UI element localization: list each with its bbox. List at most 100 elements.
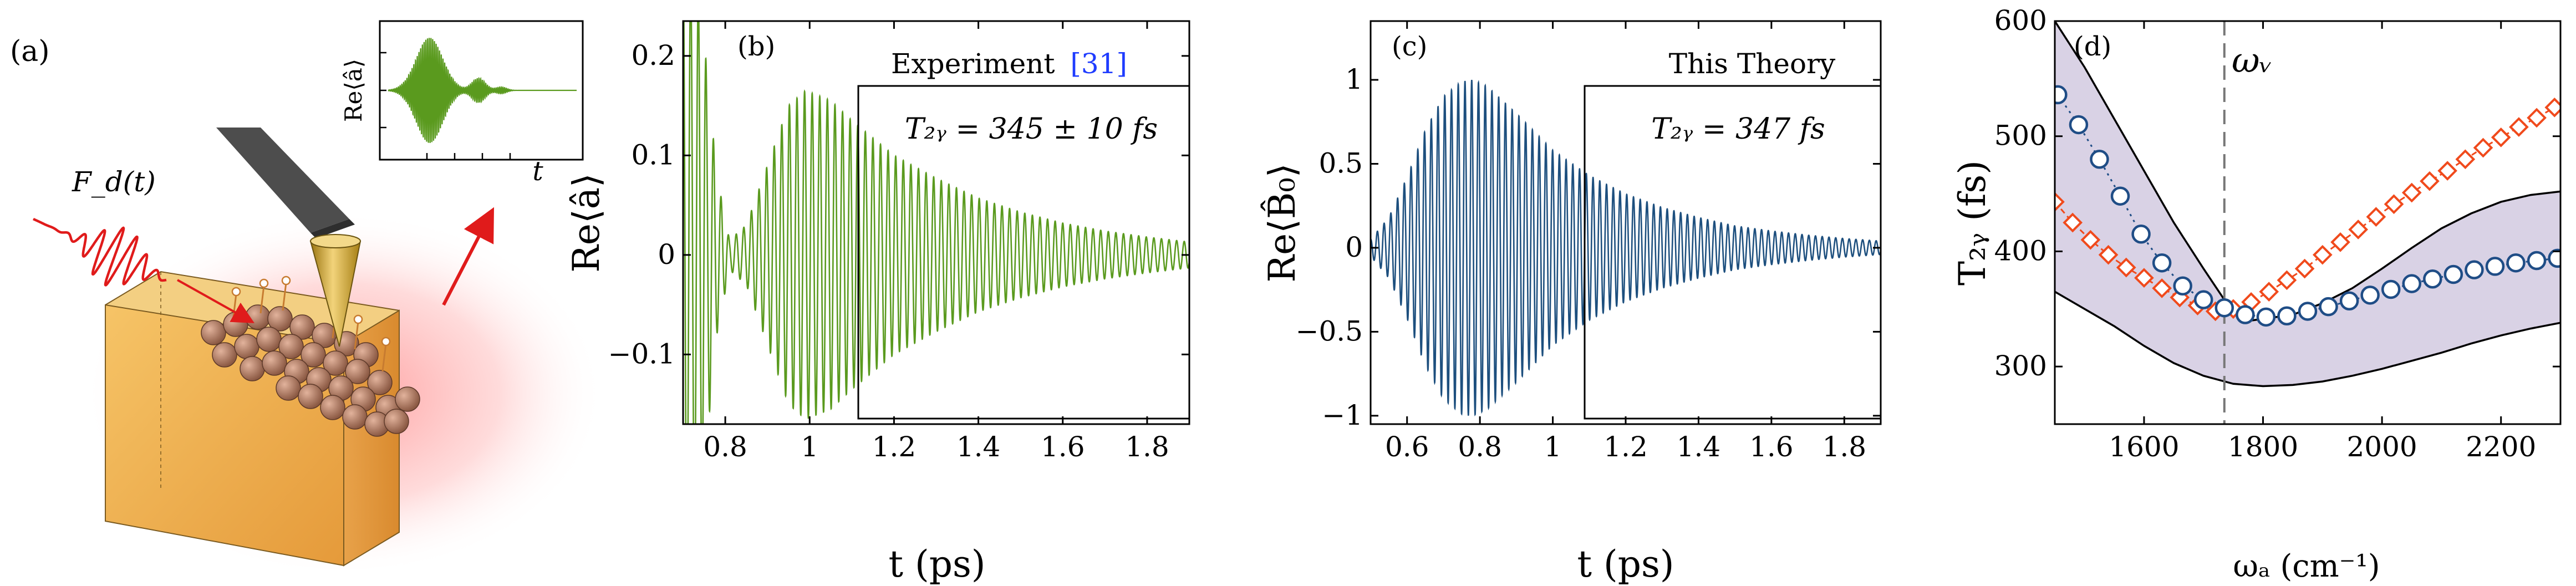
y-tick-label: 0.2	[631, 39, 675, 72]
inset-ylabel: Re⟨â⟩	[340, 59, 367, 122]
gold-atom	[342, 404, 368, 430]
omega-v-label: ωᵥ	[2232, 40, 2273, 80]
y-tick-label: 0.5	[1318, 147, 1363, 179]
panel-b-chart: 0.8 1 1.2 1.4 1.6 1.8 −0.1 0 0.1 0.2 (b) Experime…	[565, 20, 1190, 585]
y-tick-label: 500	[1994, 120, 2047, 152]
gold-atom	[240, 356, 265, 381]
circle-point	[2548, 248, 2560, 268]
diamond-point	[2277, 270, 2297, 291]
circle-point	[2236, 305, 2255, 324]
circle-point	[2152, 253, 2172, 273]
panel-b-legend-text: Experiment	[891, 48, 1055, 80]
circle-point	[2090, 150, 2109, 169]
diamond-point	[2134, 268, 2154, 288]
force-label: F_d(t)	[72, 166, 156, 198]
circle-point	[2423, 269, 2442, 289]
panel-c-legend-text: This Theory	[1669, 48, 1836, 80]
panel-b-legend-box	[857, 85, 1190, 420]
circle-point	[2298, 302, 2318, 321]
band-lower-line	[2055, 291, 2560, 388]
gold-atom	[384, 409, 409, 434]
diamond-point	[2259, 282, 2279, 302]
x-tick-label: 1.6	[1041, 431, 1085, 463]
circle-point	[2402, 274, 2422, 293]
panel-b-xlabel: t (ps)	[888, 543, 985, 585]
panel-c-ylabel: Re⟨B̂₀⟩	[1261, 163, 1304, 282]
panel-d-ylabel: T₂ᵧ (fs)	[1951, 160, 1994, 286]
y-tick-label: 1	[1345, 63, 1363, 95]
diamond-point	[2491, 127, 2511, 147]
circle-point	[2527, 251, 2547, 271]
circle-point	[2214, 298, 2234, 318]
svg-text:Experiment [31]: Experiment [31]	[891, 48, 1127, 80]
y-tick-label: 0	[658, 238, 675, 271]
panel-c-chart: 0.6 0.8 1 1.2 1.4 1.6 1.8 −1 −0.5 0 0.5 1 (c) This …	[1261, 20, 1882, 585]
gold-atom	[367, 370, 393, 395]
gold-atom	[256, 327, 282, 352]
panel-a-label: (a)	[10, 35, 50, 68]
oxygen-atom	[259, 278, 269, 288]
gold-atom	[301, 342, 326, 368]
circle-point	[2131, 225, 2151, 244]
diamond-point	[2055, 192, 2065, 212]
diamond-point	[2509, 117, 2529, 137]
diamond-point	[2420, 171, 2440, 191]
emission-arrow	[442, 207, 495, 306]
x-tick-label: 1800	[2228, 431, 2298, 463]
circle-markers	[2055, 85, 2560, 327]
y-tick-label: 0.1	[631, 139, 675, 171]
diamond-point	[2063, 212, 2083, 233]
panel-c-xlabel: t (ps)	[1577, 543, 1674, 585]
panel-c-t2-annotation: T₂ᵧ = 347 fs	[1651, 113, 1825, 146]
inset-plot: Re⟨â⟩ t	[340, 20, 584, 187]
panel-d-xlabel: ωₐ (cm⁻¹)	[2233, 548, 2380, 584]
diamond-point	[2152, 278, 2172, 298]
circle-point	[2339, 291, 2359, 310]
incident-arrow	[177, 279, 254, 323]
x-tick-label: 1.4	[956, 431, 1001, 463]
oxygen-atom	[381, 337, 391, 346]
panel-c-legend-box	[1584, 85, 1882, 420]
circle-point	[2277, 306, 2297, 325]
molecule-bond	[354, 321, 359, 350]
circle-point	[2256, 307, 2276, 327]
panel-b-legend-ref[interactable]: [31]	[1070, 48, 1127, 80]
gold-atom	[267, 306, 293, 332]
gold-atom	[262, 350, 287, 376]
circle-point	[2506, 253, 2526, 273]
panel-d-frame	[2054, 20, 2562, 425]
inset-trace	[388, 38, 577, 143]
x-tick-label: 1	[1544, 431, 1562, 463]
diamond-point	[2437, 161, 2457, 181]
panel-b-t2-annotation: T₂ᵧ = 345 ± 10 fs	[905, 113, 1158, 146]
y-tick-label: −0.1	[608, 338, 675, 370]
diamond-point	[2473, 137, 2493, 158]
y-tick-label: −1	[1322, 399, 1363, 431]
y-tick-label: −0.5	[1296, 315, 1363, 347]
gold-atom	[320, 395, 345, 420]
circle-point	[2360, 286, 2380, 305]
panel-d-chart: 1600 1800 2000 2200 300 400 500 600 (d) ωᵥ ωₐ (…	[1951, 4, 2562, 584]
x-tick-label: 1.6	[1749, 431, 1794, 463]
circle-point	[2193, 290, 2213, 309]
diamond-point	[2312, 244, 2333, 265]
x-tick-label: 2200	[2466, 431, 2536, 463]
gold-atom	[223, 312, 248, 337]
gold-atom	[345, 359, 370, 384]
laser-pulse	[32, 217, 167, 287]
gold-atom	[245, 304, 271, 330]
gold-atom	[395, 386, 420, 412]
x-tick-label: 1.2	[872, 431, 917, 463]
molecule-bond	[282, 282, 287, 311]
diamond-point	[2330, 232, 2350, 252]
theory-trace	[1371, 79, 1881, 416]
cantilever	[216, 128, 349, 233]
circle-point	[2110, 186, 2130, 206]
panel-c-label: (c)	[1392, 31, 1427, 62]
gold-atom	[298, 384, 323, 409]
gold-atom	[234, 334, 259, 359]
gold-atom	[276, 375, 301, 401]
circle-point	[2443, 264, 2463, 284]
diamond-point	[2080, 230, 2101, 250]
circle-point	[2055, 85, 2068, 105]
